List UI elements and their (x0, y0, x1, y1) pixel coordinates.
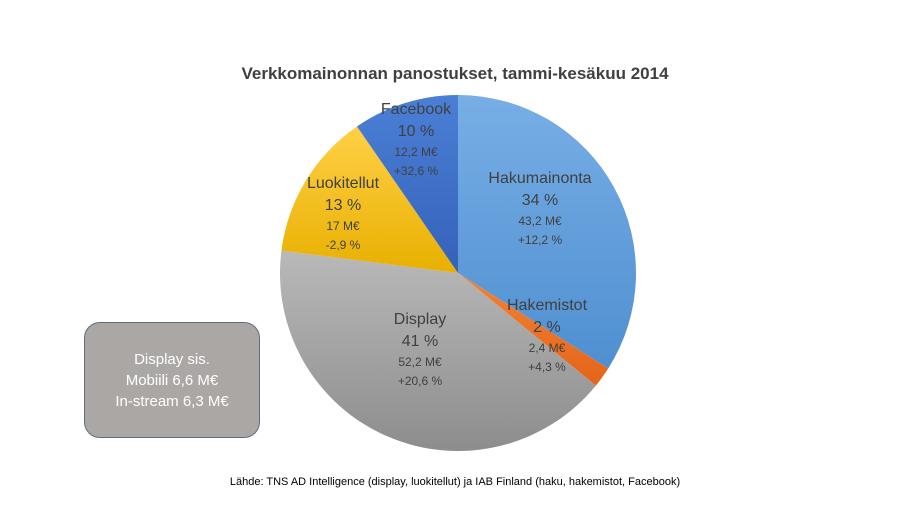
slice-label-display: Display (394, 311, 446, 328)
slice-change-facebook: +32,6 % (394, 164, 439, 178)
pie-slice-luokitellut (281, 126, 458, 273)
slice-change-display: +20,6 % (398, 374, 443, 388)
slice-change-hakemistot: +4,3 % (528, 360, 566, 374)
slice-value-facebook: 12,2 M€ (394, 145, 438, 159)
slice-label-hakumainonta: Hakumainonta (488, 170, 591, 187)
slice-label-luokitellut: Luokitellut (307, 175, 380, 192)
note-line-1: Display sis. (134, 350, 210, 368)
pie-slice-hakumainonta (458, 95, 637, 369)
source-note: Lähde: TNS AD Intelligence (display, luo… (229, 476, 681, 488)
display-info-box: Display sis. Mobiili 6,6 M€ In-stream 6,… (84, 322, 260, 438)
pie-slice-display (279, 250, 596, 452)
slice-change-luokitellut: -2,9 % (326, 238, 361, 252)
slice-percent-hakemistot: 2 % (533, 319, 561, 336)
slice-value-hakumainonta: 43,2 M€ (518, 214, 562, 228)
pie-slice-facebook (356, 95, 458, 273)
slice-value-luokitellut: 17 M€ (326, 219, 360, 233)
slice-percent-display: 41 % (402, 333, 438, 350)
slice-change-hakumainonta: +12,2 % (518, 233, 563, 247)
slice-value-hakemistot: 2,4 M€ (529, 341, 566, 355)
note-line-2: Mobiili 6,6 M€ (125, 371, 219, 389)
slice-label-facebook: Facebook (381, 101, 452, 118)
slice-value-display: 52,2 M€ (398, 355, 442, 369)
slice-label-hakemistot: Hakemistot (507, 297, 588, 314)
slice-percent-hakumainonta: 34 % (522, 192, 558, 209)
pie-slice-hakemistot (458, 273, 609, 386)
chart-title: Verkkomainonnan panostukset, tammi-kesäk… (241, 64, 669, 83)
note-line-3: In-stream 6,3 M€ (115, 392, 229, 410)
slice-percent-facebook: 10 % (398, 123, 434, 140)
slice-percent-luokitellut: 13 % (325, 197, 361, 214)
